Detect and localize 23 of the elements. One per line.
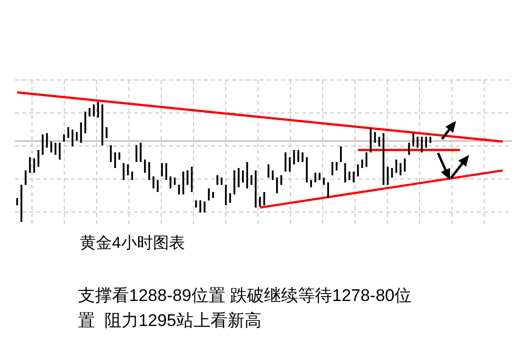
- candlestick: [250, 174, 252, 186]
- candlestick: [144, 159, 146, 174]
- candlestick: [293, 150, 295, 165]
- text: 支撑看1288-89位置 跌破继续等待1278-80位置 阻力1295站上看新高: [78, 285, 413, 332]
- text: 黄金4小时图表: [80, 234, 185, 252]
- candlestick: [233, 170, 236, 195]
- candlestick: [229, 192, 232, 204]
- candlestick: [136, 144, 138, 162]
- candlestick: [80, 122, 82, 144]
- candlestick: [374, 132, 376, 144]
- candlestick: [161, 162, 163, 177]
- candlestick: [204, 201, 206, 213]
- candlestick: [216, 174, 218, 186]
- candlestick: [97, 102, 99, 118]
- candlestick: [38, 150, 40, 168]
- candlestick: [110, 144, 112, 162]
- candlestick: [366, 152, 368, 168]
- candlestick: [29, 156, 31, 174]
- candlestick: [152, 176, 154, 189]
- candlestick: [122, 162, 125, 180]
- candlestick: [331, 162, 334, 176]
- candlestick: [186, 170, 188, 186]
- candlestick: [46, 132, 48, 148]
